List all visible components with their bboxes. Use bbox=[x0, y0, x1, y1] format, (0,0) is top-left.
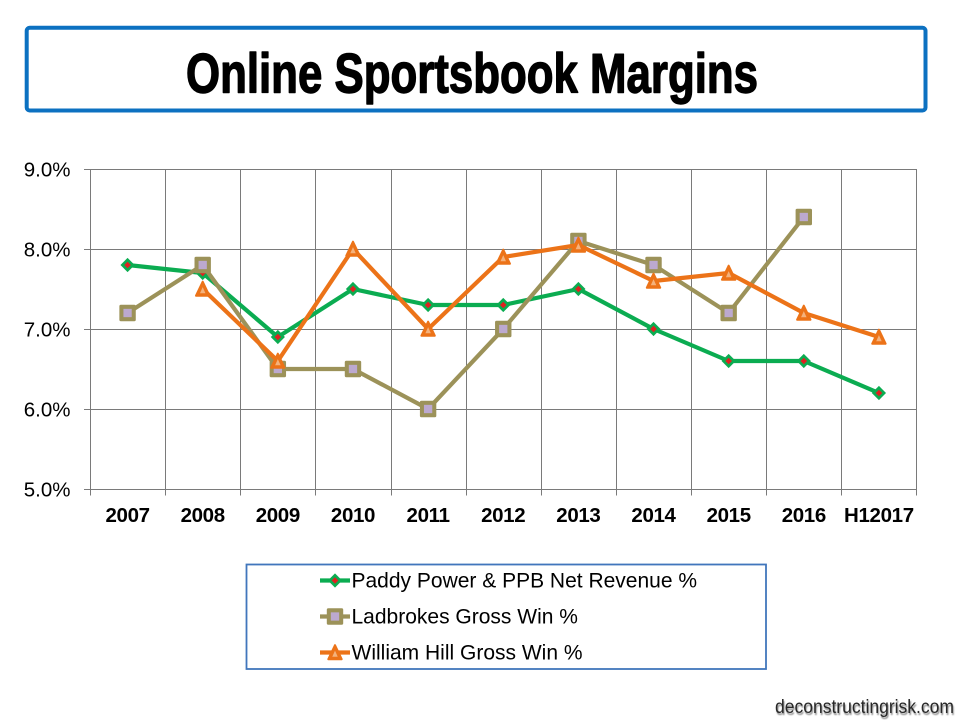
svg-text:2015: 2015 bbox=[707, 504, 751, 527]
svg-text:8.0%: 8.0% bbox=[24, 238, 71, 261]
svg-text:2007: 2007 bbox=[105, 504, 149, 527]
svg-text:H12017: H12017 bbox=[844, 504, 914, 527]
svg-text:2008: 2008 bbox=[181, 504, 225, 527]
svg-text:2012: 2012 bbox=[481, 504, 525, 527]
svg-text:6.0%: 6.0% bbox=[24, 398, 71, 421]
svg-text:deconstructingrisk.com: deconstructingrisk.com bbox=[775, 696, 954, 718]
svg-text:5.0%: 5.0% bbox=[24, 478, 71, 501]
svg-text:9.0%: 9.0% bbox=[24, 158, 71, 181]
svg-text:Ladbrokes Gross Win %: Ladbrokes Gross Win % bbox=[352, 606, 578, 629]
svg-text:2013: 2013 bbox=[556, 504, 600, 527]
svg-text:2014: 2014 bbox=[631, 504, 676, 527]
svg-text:Paddy Power & PPB Net Revenue: Paddy Power & PPB Net Revenue % bbox=[352, 570, 698, 593]
svg-text:2011: 2011 bbox=[407, 504, 450, 527]
svg-text:Online Sportsbook Margins: Online Sportsbook Margins bbox=[186, 42, 758, 105]
svg-text:William Hill Gross Win %: William Hill Gross Win % bbox=[352, 642, 583, 665]
svg-text:7.0%: 7.0% bbox=[24, 318, 71, 341]
svg-text:2010: 2010 bbox=[331, 504, 375, 527]
svg-text:2016: 2016 bbox=[782, 504, 826, 527]
svg-text:2009: 2009 bbox=[256, 504, 300, 527]
